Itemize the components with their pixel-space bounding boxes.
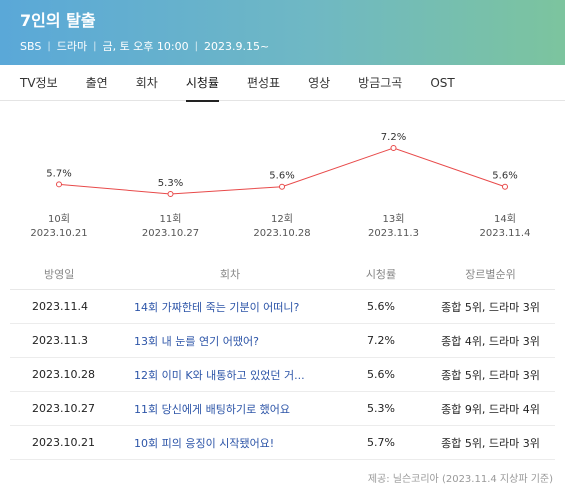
row-date: 2023.10.27 (32, 402, 95, 415)
start-date: 2023.9.15~ (204, 40, 270, 53)
table-row: 2023.10.28 12회 이미 K와 내통하고 있었던 거... 5.6% … (10, 358, 555, 392)
row-episode-link[interactable]: 14회 가짜한테 죽는 기분이 어떠니? (134, 300, 300, 314)
row-rating: 5.6% (367, 368, 395, 381)
table-row: 2023.11.4 14회 가짜한테 죽는 기분이 어떠니? 5.6% 종합 5… (10, 290, 555, 324)
row-date: 2023.10.28 (32, 368, 95, 381)
header-rating: 시청률 (365, 267, 397, 281)
row-episode-link[interactable]: 11회 당신에게 배팅하기로 했어요 (134, 402, 291, 416)
ratings-table: 방영일 회차 시청률 장르별순위 2023.11.4 14회 가짜한테 죽는 기… (10, 258, 555, 460)
ratings-point[interactable] (502, 183, 508, 190)
row-episode-link[interactable]: 10회 피의 응징이 시작됐어요! (134, 436, 275, 450)
x-tick-date: 2023.11.3 (368, 228, 419, 239)
schedule: 금, 토 오후 10:00 (102, 40, 189, 53)
ratings-point[interactable] (167, 191, 174, 197)
tab-song-search[interactable]: 방금그곡 (358, 75, 403, 90)
tab-tv-info[interactable]: TV정보 (20, 75, 58, 90)
row-rank: 종합 5위, 드라마 3위 (441, 300, 540, 314)
header-episode: 회차 (219, 267, 241, 281)
x-tick-date: 2023.10.28 (253, 228, 310, 239)
table-row: 2023.10.21 10회 피의 응징이 시작됐어요! 5.7% 종합 5위,… (10, 426, 555, 460)
row-rating: 5.7% (367, 436, 395, 449)
ratings-value-label: 5.3% (158, 178, 183, 189)
row-episode-link[interactable]: 13회 내 눈를 연기 어땠어? (134, 334, 259, 348)
ratings-point[interactable] (279, 183, 285, 190)
row-date: 2023.11.3 (32, 334, 88, 347)
x-tick-date: 2023.10.21 (30, 228, 87, 239)
ratings-point[interactable] (56, 181, 62, 188)
tab-videos[interactable]: 영상 (308, 75, 331, 90)
show-title[interactable]: 7인의 탈출 (20, 11, 96, 30)
ratings-value-label: 7.2% (381, 132, 406, 143)
tab-ost[interactable]: OST (430, 75, 455, 90)
ratings-value-label: 5.7% (46, 168, 71, 179)
row-rating: 5.6% (367, 300, 395, 313)
x-tick-episode: 11회 (160, 213, 182, 225)
meta-separator: | (194, 41, 198, 52)
row-rating: 7.2% (367, 334, 395, 347)
x-tick-date: 2023.10.27 (142, 228, 199, 239)
row-rating: 5.3% (367, 402, 395, 415)
ratings-chart: 5.7% 10회 2023.10.21 5.3% 11회 2023.10.27 5.6% 12… (0, 120, 565, 255)
genre: 드라마 (56, 40, 88, 53)
row-episode-link[interactable]: 12회 이미 K와 내통하고 있었던 거... (134, 368, 305, 382)
tab-episodes[interactable]: 회차 (135, 75, 158, 90)
ratings-value-label: 5.6% (492, 171, 517, 182)
broadcaster[interactable]: SBS (20, 40, 42, 53)
meta-separator: | (47, 41, 51, 52)
row-date: 2023.10.21 (32, 436, 95, 449)
header-date: 방영일 (44, 267, 75, 281)
tab-cast[interactable]: 출연 (85, 75, 108, 90)
tab-bar: TV정보 출연 회차 시청률 편성표 영상 방금그곡 OST (0, 65, 565, 102)
x-tick-date: 2023.11.4 (480, 228, 531, 239)
show-header: 7인의 탈출 SBS | 드라마 | 금, 토 오후 10:00 | 2023.… (0, 0, 565, 65)
x-tick-episode: 12회 (271, 213, 293, 225)
table-row: 2023.10.27 11회 당신에게 배팅하기로 했어요 5.3% 종합 9위… (10, 392, 555, 426)
tab-ratings[interactable]: 시청률 (185, 65, 220, 102)
show-meta: SBS | 드라마 | 금, 토 오후 10:00 | 2023.9.15~ (20, 40, 565, 54)
table-row: 2023.11.3 13회 내 눈를 연기 어땠어? 7.2% 종합 4위, 드… (10, 324, 555, 358)
ratings-value-label: 5.6% (269, 171, 294, 182)
meta-separator: | (93, 41, 97, 52)
ratings-point[interactable] (390, 145, 397, 151)
x-tick-episode: 13회 (383, 213, 405, 225)
ratings-line-chart: 5.7% 10회 2023.10.21 5.3% 11회 2023.10.27 5.6% 12… (30, 132, 531, 239)
x-tick-episode: 14회 (494, 213, 516, 225)
row-rank: 종합 5위, 드라마 3위 (441, 368, 540, 382)
table-header: 방영일 회차 시청률 장르별순위 (10, 258, 555, 290)
header-rank: 장르별순위 (465, 267, 516, 281)
row-rank: 종합 4위, 드라마 3위 (441, 334, 540, 348)
row-date: 2023.11.4 (32, 300, 88, 313)
x-tick-episode: 10회 (48, 213, 70, 225)
row-rank: 종합 5위, 드라마 3위 (441, 436, 540, 450)
data-source-note: 제공: 닐슨코리아 (2023.11.4 지상파 기준) (367, 474, 553, 485)
row-rank: 종합 9위, 드라마 4위 (441, 402, 540, 416)
tab-schedule[interactable]: 편성표 (246, 75, 281, 90)
